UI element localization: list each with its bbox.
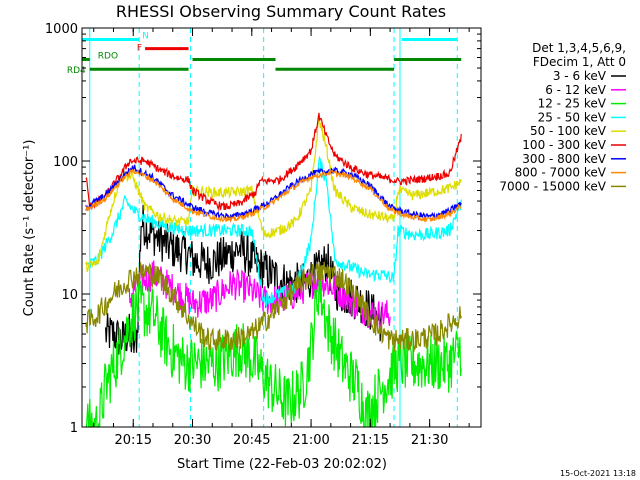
vertical-markers [89, 28, 458, 427]
y-tick-label-3: 1000 [45, 22, 78, 37]
legend-label-3: 25 - 50 keV [538, 110, 607, 124]
series-line-3 [85, 155, 462, 308]
state-bar-label-6: RD4 [67, 66, 86, 76]
x-axis-label: Start Time (22-Feb-03 20:02:02) [177, 457, 387, 472]
chart-title: RHESSI Observing Summary Count Rates [116, 2, 446, 21]
x-tick-label-3: 21:00 [292, 433, 329, 448]
legend-header-line-1: Det 1,3,4,5,6,9, [532, 41, 626, 55]
x-tick-label-4: 21:15 [352, 433, 389, 448]
y-tick-label-0: 1 [70, 421, 78, 436]
series-line-4 [85, 117, 462, 273]
state-bar-label-2: F [137, 44, 142, 54]
series-line-5 [85, 112, 462, 212]
legend-label-4: 50 - 100 keV [530, 124, 607, 138]
state-bar-label-3: RDO [98, 51, 118, 61]
x-tick-label-2: 20:45 [233, 433, 270, 448]
legend-label-6: 300 - 800 keV [522, 152, 606, 166]
top-bars: NF RDO RD4 [67, 31, 462, 76]
axes: 20:15 20:30 20:45 21:00 21:15 21:30 1 10 100 1000 [45, 22, 481, 448]
x-tick-label-1: 20:30 [174, 433, 211, 448]
y-tick-label-1: 10 [61, 288, 78, 303]
legend-header-line-2: FDecim 1, Att 0 [533, 55, 626, 69]
series-group [85, 112, 462, 428]
series-line-8 [85, 261, 462, 352]
y-axis-label: Count Rate (s⁻¹ detector⁻¹) [22, 140, 37, 317]
legend: Det 1,3,4,5,6,9, FDecim 1, Att 0 3 - 6 k… [499, 41, 626, 193]
legend-label-5: 100 - 300 keV [522, 138, 606, 152]
footer-timestamp: 15-Oct-2021 13:18 [560, 469, 636, 478]
plot-frame [81, 27, 482, 428]
legend-label-1: 6 - 12 keV [545, 83, 607, 97]
legend-label-0: 3 - 6 keV [553, 69, 607, 83]
x-tick-label-5: 21:30 [411, 433, 448, 448]
legend-label-7: 800 - 7000 keV [515, 166, 607, 180]
legend-label-8: 7000 - 15000 keV [499, 179, 606, 193]
x-tick-label-0: 20:15 [115, 433, 152, 448]
legend-label-2: 12 - 25 keV [538, 97, 607, 111]
state-bar-label-0: N [142, 31, 149, 41]
series-line-7 [85, 168, 462, 223]
y-tick-label-2: 100 [53, 155, 78, 170]
